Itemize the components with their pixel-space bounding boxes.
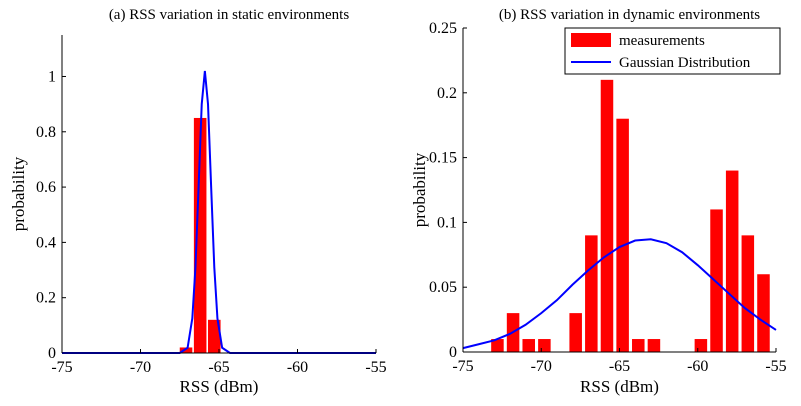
- bar: [725, 170, 739, 352]
- x-tick-label: -70: [531, 358, 552, 375]
- chart-title: (a) RSS variation in static environments: [109, 7, 350, 23]
- y-tick-label: 0.4: [36, 234, 56, 251]
- x-axis-label: RSS (dBm): [180, 377, 259, 396]
- x-tick-label: -60: [687, 358, 708, 375]
- y-tick-label: 1: [48, 68, 56, 85]
- y-tick-label: 0.2: [36, 290, 56, 307]
- y-tick-label: 0.05: [429, 279, 457, 296]
- bar: [491, 339, 504, 352]
- y-tick-label: 0.6: [36, 179, 56, 196]
- y-axis-label: probability: [410, 152, 429, 227]
- x-tick-label: -65: [609, 358, 630, 375]
- y-tick-label: 0.8: [36, 124, 56, 141]
- bar: [569, 313, 582, 352]
- legend-label: Gaussian Distribution: [619, 55, 751, 71]
- bar: [647, 339, 661, 352]
- x-tick-label: -70: [130, 359, 151, 376]
- bar: [616, 118, 629, 352]
- legend-swatch: [571, 33, 611, 47]
- x-tick-label: -60: [287, 359, 308, 376]
- bar: [757, 274, 770, 352]
- y-axis-label: probability: [9, 156, 28, 231]
- chart: (a) RSS variation in static environments…: [9, 7, 387, 396]
- x-tick-label: -55: [365, 359, 386, 376]
- legend-label: measurements: [619, 33, 705, 49]
- bar: [179, 347, 193, 353]
- line: [462, 238, 777, 350]
- chart: (b) RSS variation in dynamic environment…: [410, 7, 787, 396]
- bar: [193, 117, 207, 354]
- chart-title: (b) RSS variation in dynamic environment…: [499, 7, 760, 23]
- x-tick-label: -75: [51, 359, 72, 376]
- bar: [741, 235, 755, 352]
- x-tick-label: -55: [765, 358, 786, 375]
- y-tick-label: 0.25: [429, 20, 457, 37]
- bar: [585, 235, 598, 352]
- line: [62, 70, 376, 354]
- bar: [710, 209, 723, 352]
- y-tick-label: 0.2: [437, 85, 457, 102]
- bar: [538, 339, 551, 352]
- bar: [694, 339, 708, 352]
- bar: [600, 79, 614, 352]
- x-tick-label: -65: [208, 359, 229, 376]
- y-tick-label: 0.15: [429, 150, 457, 167]
- bar: [208, 319, 221, 353]
- x-tick-label: -75: [452, 358, 473, 375]
- x-axis-label: RSS (dBm): [580, 377, 659, 396]
- y-tick-label: 0.1: [437, 214, 457, 231]
- bar: [632, 339, 645, 352]
- bar: [522, 339, 535, 352]
- y-tick-label: 0: [449, 344, 457, 361]
- y-tick-label: 0: [48, 345, 56, 362]
